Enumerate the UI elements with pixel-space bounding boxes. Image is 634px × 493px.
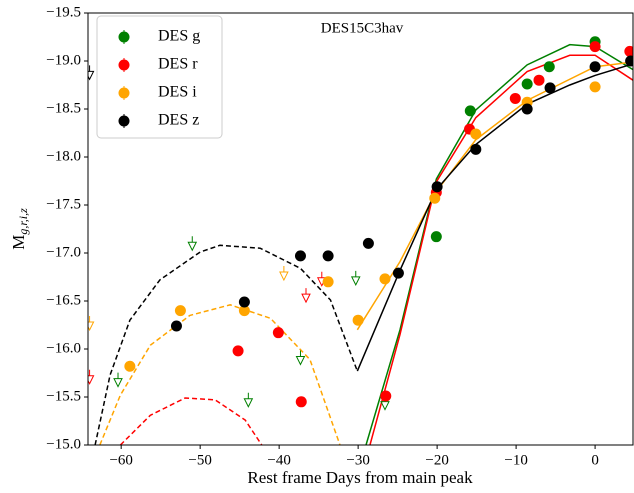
data-point [470,128,482,140]
data-point [170,320,182,332]
legend-marker [118,87,130,99]
data-point [379,273,391,285]
data-point [322,276,334,288]
data-point [352,314,364,326]
data-point [174,305,186,317]
y-tick-label: −17.0 [46,244,81,260]
upper-limit [295,350,306,366]
upper-limit [88,65,95,81]
x-tick-label: −10 [504,452,527,468]
upper-limit [243,392,254,408]
fit-curve [369,54,633,445]
upper-limit [88,369,95,385]
legend-marker [118,31,130,43]
data-point [625,55,633,67]
data-point [322,250,334,262]
y-tick-label: −17.5 [46,196,81,212]
data-point [543,61,555,73]
x-axis-label: Rest frame Days from main peak [247,468,473,487]
fit-curve [365,43,633,445]
data-point [429,192,441,204]
legend-label: DES r [158,56,198,73]
y-tick-label: −18.5 [46,100,81,116]
x-tick-label: −20 [425,452,448,468]
data-point [533,74,545,86]
upper-limit [350,270,361,286]
x-tick-label: 0 [591,452,599,468]
fit-curve [356,63,633,372]
plot-area [88,36,633,445]
x-tick-label: −50 [188,452,211,468]
y-tick-label: −16.0 [46,340,81,356]
data-point [124,360,136,372]
data-point [238,296,250,308]
legend-label: DES z [158,112,199,129]
y-tick-label: −18.0 [46,148,81,164]
data-point [294,250,306,262]
y-tick-label: −15.5 [46,388,81,404]
precursor-curve [119,397,263,445]
data-point [521,103,533,115]
data-point [589,81,601,93]
axes-frame [87,12,634,446]
data-point [380,390,392,402]
precursor-curve [99,304,341,445]
upper-limit [187,236,198,252]
data-point [238,305,250,317]
data-point [589,61,601,73]
precursor-curve [94,244,359,445]
data-point [362,237,374,249]
y-label-main: M [9,235,28,250]
data-point [509,92,521,104]
data-point [431,181,443,193]
y-label-sub: g,r,i,z [16,208,30,235]
x-tick-label: −30 [346,452,369,468]
y-axis-label: Mg,r,i,z [9,208,30,250]
data-point [295,396,307,408]
y-tick-label: −15.0 [46,436,81,452]
data-point [589,41,601,53]
y-tick-label: −16.5 [46,292,81,308]
data-point [272,327,284,339]
fit-curve [356,61,633,331]
legend-label: DES g [158,28,200,45]
data-point [430,231,442,243]
legend-marker [118,59,130,71]
legend-marker [118,115,130,127]
data-point [544,82,556,94]
data-point [464,105,476,117]
upper-limit [279,266,289,282]
data-point [232,345,244,357]
x-tick-label: −60 [109,452,132,468]
upper-limit [113,372,123,388]
legend-label: DES i [158,84,197,101]
data-point [521,78,533,90]
legend-box [96,15,223,139]
upper-limit [301,288,311,304]
data-point [392,267,404,279]
data-point [470,143,482,155]
annotation: DES15C3hav [321,20,404,36]
data-point [624,45,633,57]
upper-limit [88,315,95,332]
y-tick-label: −19.5 [46,4,81,20]
x-tick-label: −40 [267,452,290,468]
y-tick-label: −19.0 [46,52,81,68]
